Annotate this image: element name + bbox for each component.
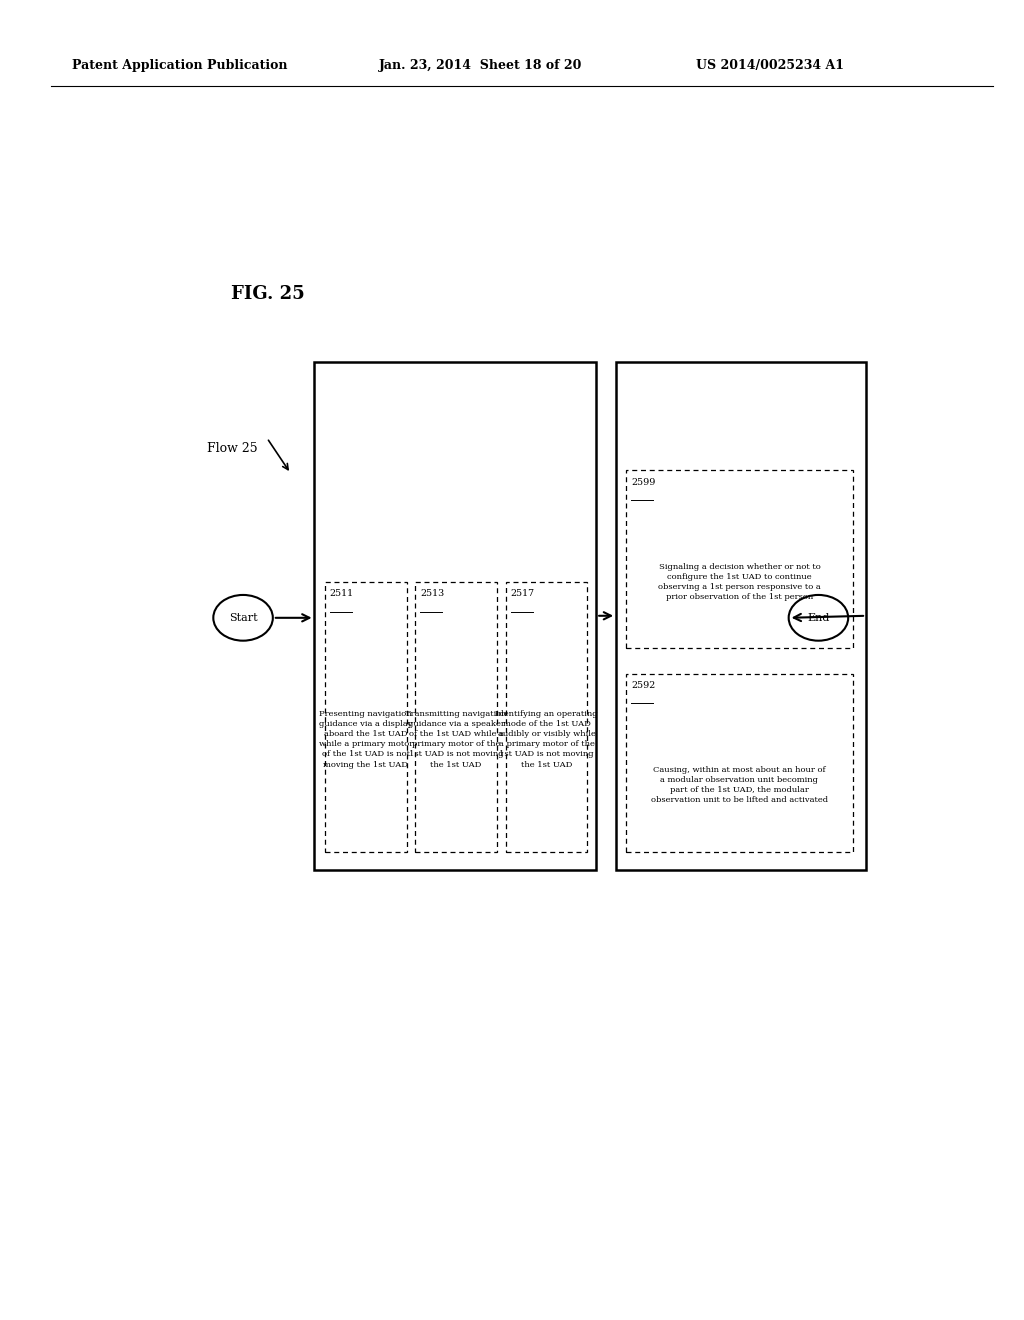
Text: Presenting navigation
guidance via a display
aboard the 1st UAD
while a primary : Presenting navigation guidance via a dis… [318,710,413,768]
Text: Causing, within at most about an hour of
a modular observation unit becoming
par: Causing, within at most about an hour of… [651,766,828,804]
Bar [616,362,866,870]
Text: FIG. 25: FIG. 25 [231,285,305,304]
Bar [627,673,853,851]
Text: Patent Application Publication: Patent Application Publication [72,59,287,73]
Ellipse shape [788,595,848,640]
Ellipse shape [213,595,272,640]
Text: Jan. 23, 2014  Sheet 18 of 20: Jan. 23, 2014 Sheet 18 of 20 [379,59,583,73]
Text: 2592: 2592 [631,681,655,690]
Text: Transmitting navigation
guidance via a speaker
of the 1st UAD while a
primary mo: Transmitting navigation guidance via a s… [406,710,507,768]
Bar [325,582,407,851]
Text: Start: Start [228,612,257,623]
Text: 2511: 2511 [330,589,353,598]
Bar [627,470,853,648]
Bar [416,582,497,851]
Text: End: End [807,612,829,623]
Bar [506,582,588,851]
Text: Identifying an operating
mode of the 1st UAD
audibly or visibly while
a primary : Identifying an operating mode of the 1st… [496,710,598,768]
Text: 2599: 2599 [631,478,655,487]
Text: 2517: 2517 [511,589,535,598]
Text: Flow 25: Flow 25 [207,442,258,454]
Text: 2513: 2513 [420,589,444,598]
Text: Signaling a decision whether or not to
configure the 1st UAD to continue
observi: Signaling a decision whether or not to c… [658,562,821,601]
Bar [314,362,596,870]
Text: US 2014/0025234 A1: US 2014/0025234 A1 [696,59,845,73]
